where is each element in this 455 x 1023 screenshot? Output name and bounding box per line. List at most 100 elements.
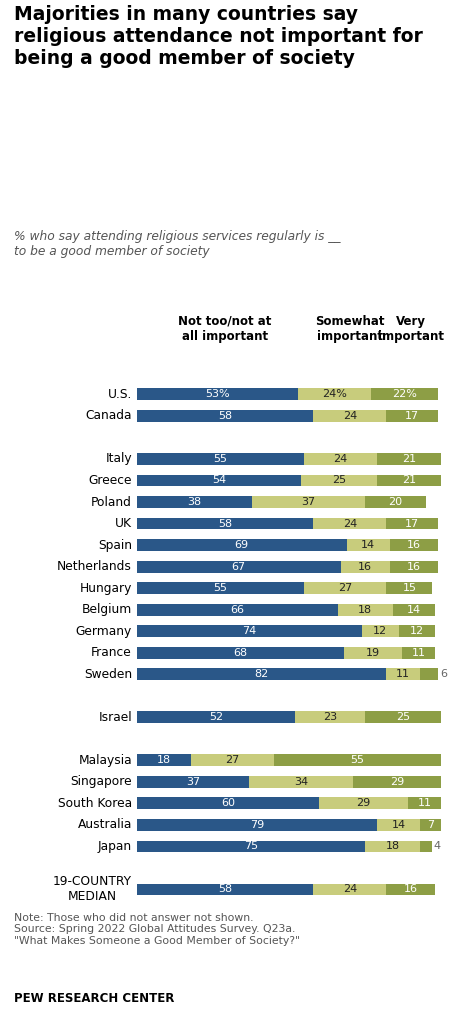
Text: 29: 29 — [356, 798, 371, 808]
Bar — [393, 604, 435, 616]
Text: 7: 7 — [427, 819, 434, 830]
Text: Sweden: Sweden — [84, 668, 132, 680]
Bar — [136, 389, 298, 400]
Text: 58: 58 — [218, 519, 232, 529]
Text: 24: 24 — [334, 454, 348, 464]
Text: 27: 27 — [338, 583, 353, 593]
Text: 14: 14 — [361, 540, 375, 550]
Bar — [386, 518, 438, 530]
Bar — [136, 496, 253, 508]
Bar — [386, 884, 435, 895]
Text: Singapore: Singapore — [71, 775, 132, 789]
Bar — [136, 518, 313, 530]
Text: Italy: Italy — [105, 452, 132, 465]
Bar — [136, 625, 362, 637]
Text: 11: 11 — [418, 798, 432, 808]
Text: 11: 11 — [396, 669, 410, 679]
Bar — [386, 410, 438, 421]
Text: 11: 11 — [411, 648, 425, 658]
Text: PEW RESEARCH CENTER: PEW RESEARCH CENTER — [14, 992, 174, 1006]
Bar — [365, 711, 441, 723]
Text: 19-COUNTRY
MEDIAN: 19-COUNTRY MEDIAN — [53, 876, 132, 903]
Text: 67: 67 — [232, 562, 246, 572]
Bar — [344, 647, 402, 659]
Text: 18: 18 — [358, 605, 372, 615]
Bar — [377, 453, 441, 464]
Bar — [313, 410, 386, 421]
Bar — [365, 496, 426, 508]
Text: 24: 24 — [343, 519, 357, 529]
Bar — [386, 668, 420, 680]
Text: U.S.: U.S. — [107, 388, 132, 401]
Text: 74: 74 — [242, 626, 257, 636]
Bar — [399, 625, 435, 637]
Text: Somewhat
important: Somewhat important — [315, 315, 384, 343]
Text: 54: 54 — [212, 476, 226, 486]
Bar — [420, 819, 441, 831]
Bar — [136, 884, 313, 895]
Text: 21: 21 — [402, 476, 416, 486]
Bar — [136, 539, 347, 551]
Text: 12: 12 — [373, 626, 388, 636]
Text: 69: 69 — [235, 540, 249, 550]
Bar — [347, 539, 389, 551]
Text: 38: 38 — [187, 497, 202, 507]
Bar — [304, 582, 386, 594]
Text: 15: 15 — [402, 583, 416, 593]
Bar — [136, 775, 249, 788]
Text: 24: 24 — [343, 885, 357, 894]
Bar — [338, 604, 393, 616]
Text: Belgium: Belgium — [82, 604, 132, 616]
Bar — [365, 841, 420, 852]
Text: 12: 12 — [410, 626, 424, 636]
Bar — [274, 754, 441, 766]
Text: 37: 37 — [302, 497, 316, 507]
Bar — [341, 561, 389, 573]
Bar — [420, 841, 432, 852]
Text: 53%: 53% — [205, 390, 230, 399]
Text: 29: 29 — [390, 776, 404, 787]
Text: 17: 17 — [405, 411, 420, 420]
Text: 6: 6 — [440, 669, 447, 679]
Text: France: France — [91, 647, 132, 659]
Text: Spain: Spain — [98, 538, 132, 551]
Text: 16: 16 — [358, 562, 372, 572]
Bar — [136, 582, 304, 594]
Text: 52: 52 — [209, 712, 223, 722]
Text: 75: 75 — [244, 842, 258, 851]
Text: 66: 66 — [230, 605, 244, 615]
Bar — [136, 410, 313, 421]
Text: 58: 58 — [218, 885, 232, 894]
Text: 16: 16 — [404, 885, 418, 894]
Bar — [136, 754, 192, 766]
Bar — [319, 798, 408, 809]
Text: Malaysia: Malaysia — [78, 754, 132, 767]
Text: 21: 21 — [402, 454, 416, 464]
Text: Hungary: Hungary — [80, 582, 132, 594]
Text: 14: 14 — [407, 605, 421, 615]
Bar — [377, 475, 441, 486]
Bar — [249, 775, 353, 788]
Text: 82: 82 — [254, 669, 268, 679]
Text: 23: 23 — [323, 712, 337, 722]
Text: Very
important: Very important — [378, 315, 444, 343]
Text: Poland: Poland — [91, 495, 132, 508]
Bar — [295, 711, 365, 723]
Bar — [136, 668, 386, 680]
Text: 34: 34 — [294, 776, 308, 787]
Text: South Korea: South Korea — [58, 797, 132, 810]
Text: 27: 27 — [225, 755, 240, 765]
Bar — [192, 754, 274, 766]
Bar — [389, 539, 438, 551]
Text: 60: 60 — [221, 798, 235, 808]
Text: 55: 55 — [350, 755, 364, 765]
Bar — [313, 518, 386, 530]
Bar — [136, 647, 344, 659]
Text: 58: 58 — [218, 411, 232, 420]
Text: 24%: 24% — [322, 390, 347, 399]
Text: Canada: Canada — [86, 409, 132, 422]
Bar — [402, 647, 435, 659]
Bar — [136, 475, 301, 486]
Text: 17: 17 — [405, 519, 420, 529]
Text: 68: 68 — [233, 648, 247, 658]
